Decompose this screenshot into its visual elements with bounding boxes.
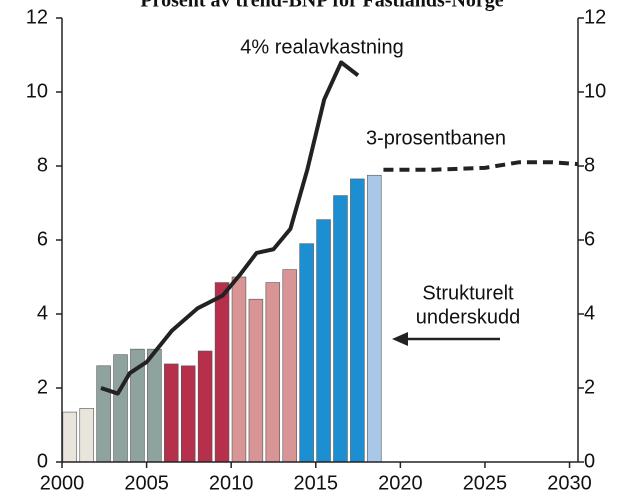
y-tick-label: 2 bbox=[37, 376, 48, 398]
bar bbox=[316, 219, 331, 463]
y2-tick-label: 4 bbox=[584, 302, 595, 324]
chart-title: Prosent av trend-BNP for Fastlands-Norge bbox=[140, 0, 503, 12]
bar bbox=[197, 350, 213, 463]
x-tick-label: 2005 bbox=[124, 472, 169, 494]
bar bbox=[265, 282, 281, 463]
y-tick-label: 8 bbox=[37, 154, 48, 176]
y-tick-label: 6 bbox=[37, 228, 48, 250]
x-tick-label: 2030 bbox=[547, 472, 592, 494]
line bbox=[100, 60, 360, 396]
bar bbox=[164, 363, 179, 463]
series-label: 3-prosentbanen bbox=[366, 127, 506, 149]
x-tick-label: 2010 bbox=[209, 472, 254, 494]
annotation: underskudd bbox=[416, 306, 521, 328]
bar bbox=[350, 178, 365, 463]
y2-tick-label: 10 bbox=[584, 80, 606, 102]
bar bbox=[282, 269, 297, 463]
line bbox=[383, 160, 579, 172]
y-tick-label: 4 bbox=[37, 302, 48, 324]
bar bbox=[367, 174, 382, 463]
x-tick-label: 2015 bbox=[294, 472, 339, 494]
y-tick-label: 10 bbox=[26, 80, 48, 102]
arrow-head bbox=[392, 332, 408, 346]
bar bbox=[180, 365, 196, 463]
y-tick-label: 12 bbox=[26, 6, 48, 28]
bar bbox=[62, 411, 78, 463]
y2-tick-label: 2 bbox=[584, 376, 595, 398]
bar bbox=[333, 195, 348, 463]
series-label: 4% realavkastning bbox=[240, 36, 403, 58]
bar bbox=[113, 354, 128, 463]
bar bbox=[147, 348, 162, 463]
y2-tick-label: 0 bbox=[584, 450, 595, 472]
y-tick-label: 0 bbox=[37, 450, 48, 472]
bar bbox=[79, 408, 94, 463]
y2-tick-label: 6 bbox=[584, 228, 595, 250]
annotation: Strukturelt bbox=[422, 282, 514, 304]
x-tick-label: 2020 bbox=[378, 472, 423, 494]
x-tick-label: 2025 bbox=[463, 472, 508, 494]
bar bbox=[214, 282, 230, 463]
bar bbox=[96, 365, 111, 463]
bar bbox=[248, 298, 264, 463]
x-tick-label: 2000 bbox=[40, 472, 85, 494]
y2-tick-label: 12 bbox=[584, 6, 606, 28]
bar bbox=[299, 243, 314, 463]
bar bbox=[231, 276, 247, 463]
y2-tick-label: 8 bbox=[584, 154, 595, 176]
